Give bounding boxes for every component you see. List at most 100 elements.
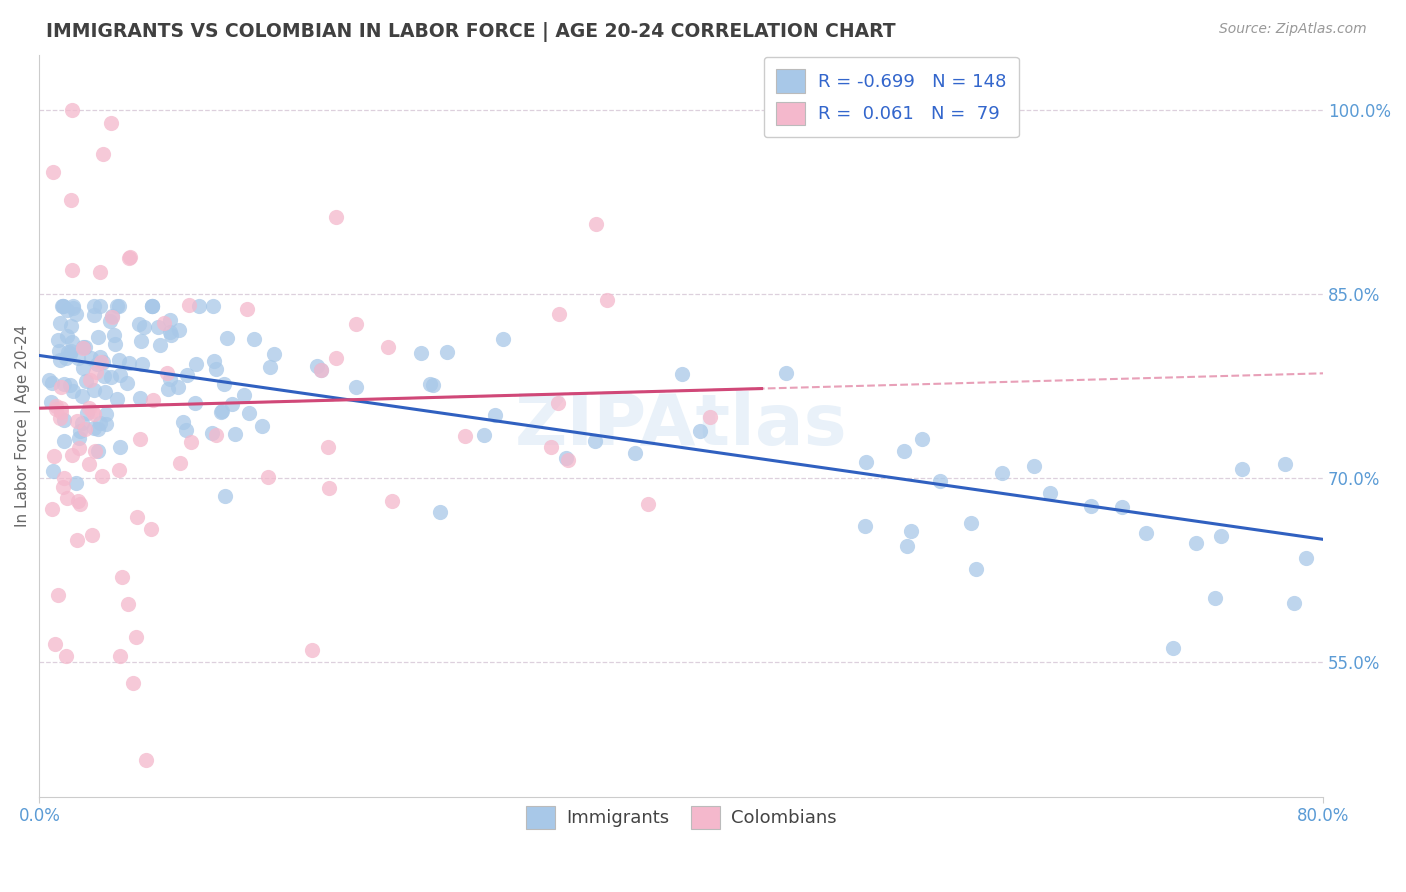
- Point: [62, 384, 84, 398]
- Point: [381, 493, 404, 508]
- Point: [55, 648, 77, 663]
- Point: [98, 314, 121, 328]
- Point: [309, 363, 332, 377]
- Point: [211, 404, 233, 418]
- Point: [624, 446, 647, 460]
- Point: [66, 414, 89, 428]
- Point: [49, 352, 72, 367]
- Point: [70, 416, 93, 430]
- Point: [188, 300, 211, 314]
- Point: [167, 380, 190, 394]
- Point: [156, 382, 179, 396]
- Point: [129, 432, 152, 446]
- Point: [911, 432, 934, 446]
- Point: [176, 368, 198, 382]
- Point: [60, 335, 83, 350]
- Point: [128, 317, 150, 331]
- Point: [1163, 640, 1185, 655]
- Point: [80, 351, 103, 365]
- Point: [108, 648, 131, 663]
- Legend: Immigrants, Colombians: Immigrants, Colombians: [519, 798, 844, 836]
- Point: [86, 357, 108, 371]
- Point: [59, 377, 82, 392]
- Point: [929, 474, 952, 488]
- Text: ZIPAtlas: ZIPAtlas: [515, 392, 848, 460]
- Point: [56, 344, 79, 359]
- Point: [117, 597, 139, 611]
- Point: [141, 392, 163, 407]
- Point: [69, 425, 91, 439]
- Point: [62, 301, 84, 316]
- Point: [472, 428, 495, 442]
- Point: [344, 317, 367, 331]
- Point: [56, 302, 79, 317]
- Point: [263, 347, 285, 361]
- Point: [419, 377, 441, 392]
- Point: [893, 444, 915, 458]
- Point: [52, 376, 75, 391]
- Point: [94, 417, 117, 431]
- Point: [318, 440, 340, 454]
- Point: [108, 353, 131, 368]
- Point: [77, 457, 100, 471]
- Point: [100, 115, 122, 129]
- Point: [39, 395, 62, 409]
- Point: [108, 440, 131, 454]
- Point: [118, 252, 141, 266]
- Point: [153, 316, 176, 330]
- Point: [325, 210, 347, 224]
- Point: [309, 363, 332, 377]
- Point: [377, 340, 399, 354]
- Point: [89, 300, 111, 314]
- Point: [214, 489, 236, 503]
- Point: [118, 356, 141, 370]
- Point: [60, 103, 83, 118]
- Point: [66, 351, 89, 366]
- Point: [250, 418, 273, 433]
- Point: [555, 451, 578, 466]
- Point: [259, 359, 281, 374]
- Point: [1111, 500, 1133, 515]
- Point: [108, 462, 131, 476]
- Text: IMMIGRANTS VS COLOMBIAN IN LABOR FORCE | AGE 20-24 CORRELATION CHART: IMMIGRANTS VS COLOMBIAN IN LABOR FORCE |…: [46, 22, 896, 42]
- Point: [991, 466, 1014, 480]
- Point: [59, 319, 82, 334]
- Point: [184, 395, 207, 409]
- Point: [186, 357, 208, 371]
- Point: [46, 588, 69, 602]
- Point: [492, 332, 515, 346]
- Point: [75, 421, 97, 435]
- Point: [59, 347, 82, 361]
- Point: [484, 409, 506, 423]
- Point: [89, 264, 111, 278]
- Point: [202, 354, 225, 368]
- Point: [1232, 462, 1254, 476]
- Point: [89, 350, 111, 364]
- Point: [90, 355, 112, 369]
- Point: [49, 379, 72, 393]
- Point: [100, 310, 122, 324]
- Point: [1204, 591, 1226, 605]
- Text: Source: ZipAtlas.com: Source: ZipAtlas.com: [1219, 22, 1367, 37]
- Point: [307, 359, 329, 373]
- Point: [93, 369, 115, 384]
- Point: [53, 413, 76, 427]
- Point: [156, 366, 179, 380]
- Point: [422, 378, 444, 392]
- Point: [87, 330, 110, 344]
- Point: [174, 423, 197, 437]
- Point: [83, 420, 105, 434]
- Point: [83, 407, 105, 421]
- Point: [76, 406, 98, 420]
- Point: [131, 357, 153, 371]
- Point: [202, 300, 225, 314]
- Point: [52, 300, 75, 314]
- Point: [429, 505, 451, 519]
- Point: [1185, 536, 1208, 550]
- Point: [87, 444, 110, 458]
- Point: [242, 332, 264, 346]
- Point: [65, 476, 87, 491]
- Point: [201, 425, 224, 440]
- Point: [1080, 500, 1102, 514]
- Point: [105, 300, 128, 314]
